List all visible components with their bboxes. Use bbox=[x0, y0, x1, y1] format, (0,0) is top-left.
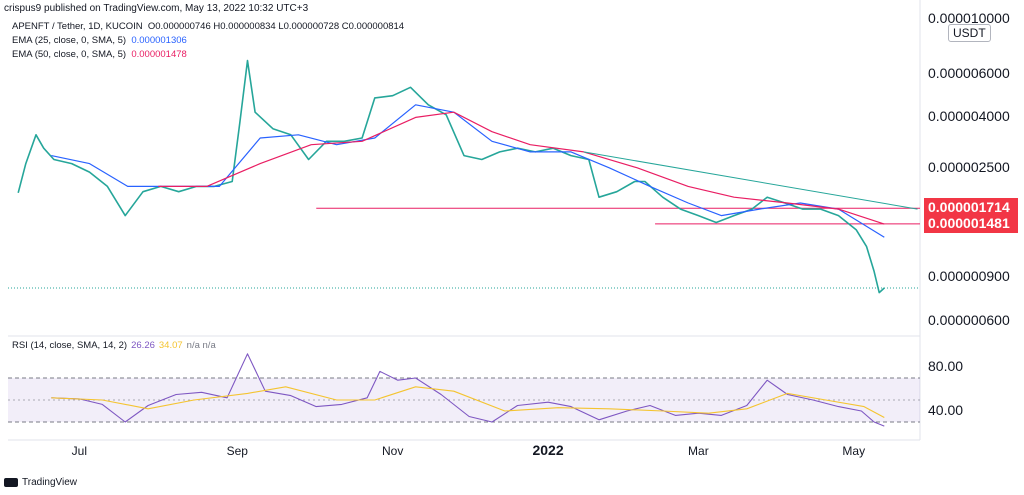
time-tick-label: Jul bbox=[71, 444, 87, 458]
ema25-label: EMA (25, close, 0, SMA, 5) bbox=[12, 35, 127, 46]
price-legend: APENFT / Tether, 1D, KUCOIN O0.000000746… bbox=[12, 20, 404, 62]
rsi-tick-label: 80.00 bbox=[928, 358, 964, 374]
trendline-line bbox=[583, 151, 918, 210]
rsi-line bbox=[51, 353, 885, 427]
rsi-label: RSI (14, close, SMA, 14, 2) bbox=[12, 340, 128, 351]
price-level-badge: 0.000001714 bbox=[924, 198, 1018, 218]
currency-unit-label[interactable]: USDT bbox=[948, 24, 991, 42]
symbol-line: APENFT / Tether, 1D, KUCOIN O0.000000746… bbox=[12, 20, 404, 34]
rsi-na: n/a n/a bbox=[186, 340, 216, 351]
price-tick-label: 0.000006000 bbox=[928, 64, 1010, 81]
price-level-badge: 0.000001481 bbox=[924, 213, 1018, 233]
ema25-line: EMA (25, close, 0, SMA, 5) 0.000001306 bbox=[12, 34, 404, 48]
ema50-label: EMA (50, close, 0, SMA, 5) bbox=[12, 49, 127, 60]
rsi-tick-label: 40.00 bbox=[928, 402, 964, 418]
publish-credit: crispus9 published on TradingView.com, M… bbox=[4, 3, 309, 14]
ema50-value: 0.000001478 bbox=[131, 49, 187, 60]
rsi-sma-value: 34.07 bbox=[158, 340, 183, 351]
ema50-line: EMA (50, close, 0, SMA, 5) 0.000001478 bbox=[12, 48, 404, 62]
time-tick-label: Nov bbox=[381, 444, 404, 458]
price-line bbox=[17, 59, 885, 294]
price-tick-label: 0.000000900 bbox=[928, 268, 1010, 285]
time-tick-label: Sep bbox=[226, 444, 248, 458]
ema25-line bbox=[51, 104, 885, 238]
ema25-value: 0.000001306 bbox=[131, 35, 187, 46]
price-pane bbox=[8, 0, 921, 441]
price-tick-label: 0.000000600 bbox=[928, 311, 1010, 328]
rsi_sma-line bbox=[51, 386, 885, 418]
time-tick-label: 2022 bbox=[532, 442, 564, 458]
time-tick-label: Mar bbox=[688, 444, 709, 458]
rsi-legend: RSI (14, close, SMA, 14, 2) 26.26 34.07 n/a… bbox=[12, 340, 216, 351]
price-tick-label: 0.000002500 bbox=[928, 158, 1010, 175]
tradingview-logo-icon bbox=[4, 477, 18, 487]
rsi-pane bbox=[8, 353, 920, 427]
price-tick-label: 0.000004000 bbox=[928, 108, 1010, 125]
rsi-value: 26.26 bbox=[131, 340, 155, 351]
brand-name: TradingView bbox=[22, 477, 78, 488]
footer-brand[interactable]: TradingView bbox=[4, 477, 77, 488]
price-tick-label: 0.000010000 bbox=[928, 10, 1010, 27]
ohlc-values: O0.000000746 H0.000000834 L0.000000728 C… bbox=[147, 21, 405, 32]
time-tick-label: May bbox=[842, 444, 866, 458]
symbol-name: APENFT / Tether, 1D, KUCOIN bbox=[12, 21, 143, 32]
ema50-line bbox=[158, 111, 885, 225]
